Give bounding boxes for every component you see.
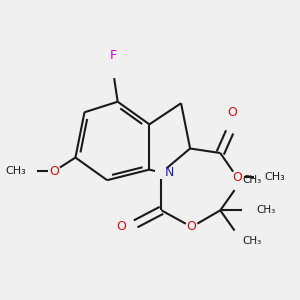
Text: CH₃: CH₃ — [242, 175, 261, 185]
Text: CH₃: CH₃ — [6, 166, 26, 176]
Text: O: O — [116, 220, 126, 233]
Text: CH₃: CH₃ — [256, 206, 276, 215]
Text: N: N — [165, 166, 174, 179]
Text: O: O — [50, 165, 59, 178]
Text: O: O — [187, 220, 196, 233]
Text: CH₃: CH₃ — [242, 236, 261, 245]
Text: O: O — [227, 106, 237, 119]
Text: O: O — [232, 171, 242, 184]
Text: F: F — [110, 50, 117, 62]
Text: CH₃: CH₃ — [265, 172, 285, 182]
